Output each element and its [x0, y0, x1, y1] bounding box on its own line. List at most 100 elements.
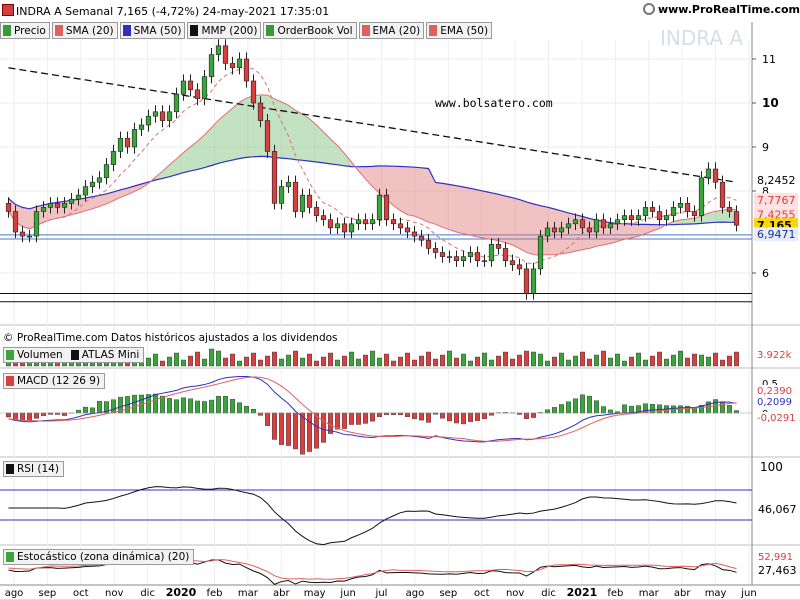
- legend-item[interactable]: EMA (20): [358, 22, 425, 39]
- candle-down: [502, 248, 509, 261]
- volume-bar: [601, 350, 607, 367]
- volume-bar: [524, 350, 530, 367]
- price-tag-box: [754, 173, 798, 188]
- cloud-bear: [484, 191, 492, 240]
- volume-bar: [279, 358, 285, 367]
- gear-icon[interactable]: [642, 3, 655, 15]
- macd-histogram-bar: [454, 412, 460, 424]
- candle-up: [40, 207, 47, 212]
- price-tag-label: 8,2452: [757, 174, 796, 187]
- candle-down: [124, 137, 131, 148]
- volume-bar: [286, 354, 292, 367]
- macd-histogram-bar: [622, 404, 628, 414]
- volume-bar: [461, 353, 467, 367]
- volume-bar: [405, 352, 411, 367]
- cloud-bull: [162, 164, 170, 179]
- cloud-bear: [519, 199, 527, 253]
- legend-label: SMA (50): [133, 24, 182, 37]
- macd-value-box: [754, 396, 798, 407]
- macd-histogram-bar: [279, 412, 285, 445]
- macd-value-box: [754, 385, 798, 396]
- website-area[interactable]: www.ProRealTime.com: [642, 3, 800, 16]
- cloud-bear: [428, 168, 436, 225]
- price-tag-box: [754, 193, 798, 208]
- macd-line: [8, 376, 737, 443]
- macd-label: MACD (12 26 9): [3, 373, 106, 389]
- volume-bar: [489, 359, 495, 367]
- candle-up: [488, 244, 495, 262]
- volume-bar: [699, 354, 705, 367]
- macd-histogram-bar: [440, 412, 446, 419]
- volume-bar: [272, 351, 278, 367]
- volume-bar: [706, 356, 712, 367]
- cloud-bear: [526, 201, 534, 255]
- candle-down: [425, 239, 432, 249]
- macd-histogram-bar: [194, 400, 200, 414]
- cloud-bear: [505, 196, 513, 245]
- header-bar: INDRA A Semanal 7,165 (-4,72%) 24-may-20…: [0, 0, 800, 22]
- candle-down: [264, 120, 271, 152]
- volume-label: Volumen ATLAS Mini: [3, 347, 145, 363]
- macd-histogram-bar: [20, 412, 26, 421]
- volume-bar: [531, 351, 537, 367]
- cloud-bull: [211, 120, 219, 166]
- cloud-bear: [85, 196, 93, 211]
- legend-label: Precio: [14, 24, 46, 37]
- volume-bar: [685, 357, 691, 367]
- candle-up: [299, 194, 306, 212]
- candle-up: [537, 235, 544, 270]
- candle-down: [432, 248, 439, 253]
- cloud-bull: [197, 134, 205, 170]
- macd-histogram-bar: [5, 412, 11, 418]
- candle-down: [509, 260, 516, 266]
- macd-histogram-bar: [482, 412, 488, 420]
- candle-down: [656, 211, 663, 220]
- cloud-bull: [281, 101, 289, 159]
- legend-item[interactable]: EMA (50): [426, 22, 493, 39]
- x-tick-label: jun: [339, 588, 355, 599]
- legend-item[interactable]: OrderBook Vol: [263, 22, 357, 39]
- volume-bar: [265, 355, 271, 367]
- legend-item[interactable]: SMA (20): [51, 22, 118, 39]
- volume-bar: [243, 356, 249, 367]
- rsi-tick-label: 100: [760, 460, 783, 474]
- candle-up: [145, 115, 152, 126]
- legend-item[interactable]: MMP (200): [187, 22, 262, 39]
- site-text: www.bolsatero.com: [435, 96, 553, 110]
- x-tick-label: jul: [375, 588, 388, 599]
- legend-item[interactable]: Precio: [0, 22, 50, 39]
- legend-swatch: [190, 25, 199, 36]
- candle-up: [173, 93, 180, 113]
- macd-histogram-bar: [727, 405, 733, 414]
- volume-bar: [636, 352, 642, 367]
- cloud-bull: [183, 146, 191, 173]
- cloud-bear: [624, 223, 632, 240]
- stoch-label: Estocástico (zona dinámica) (20): [3, 549, 195, 565]
- macd-histogram-bar: [335, 412, 341, 430]
- candle-down: [12, 211, 19, 233]
- legend-swatch: [122, 25, 131, 36]
- price-tag-box: [754, 207, 798, 222]
- cloud-bull: [722, 209, 730, 223]
- x-tick-label: oct: [474, 588, 490, 599]
- legend-item[interactable]: SMA (50): [119, 22, 186, 39]
- candle-up: [593, 219, 600, 233]
- macd-histogram-bar: [152, 393, 158, 414]
- cloud-bull: [239, 98, 247, 159]
- candle-up: [663, 215, 670, 221]
- cloud-bear: [414, 167, 422, 219]
- macd-histogram-bar: [524, 412, 530, 420]
- x-tick-label: 2020: [166, 586, 197, 599]
- macd-histogram-bar: [173, 399, 179, 414]
- volume-bar: [250, 352, 256, 367]
- volume-bar: [517, 354, 523, 367]
- price-tag-box: [754, 227, 798, 242]
- cloud-bear: [99, 193, 107, 207]
- candle-up: [201, 76, 208, 99]
- macd-histogram-bar: [300, 412, 306, 455]
- candle-down: [719, 181, 726, 208]
- macd-histogram-bar: [594, 400, 600, 414]
- macd-histogram-bar: [489, 412, 495, 416]
- macd-value-label: 0,2390: [757, 386, 792, 397]
